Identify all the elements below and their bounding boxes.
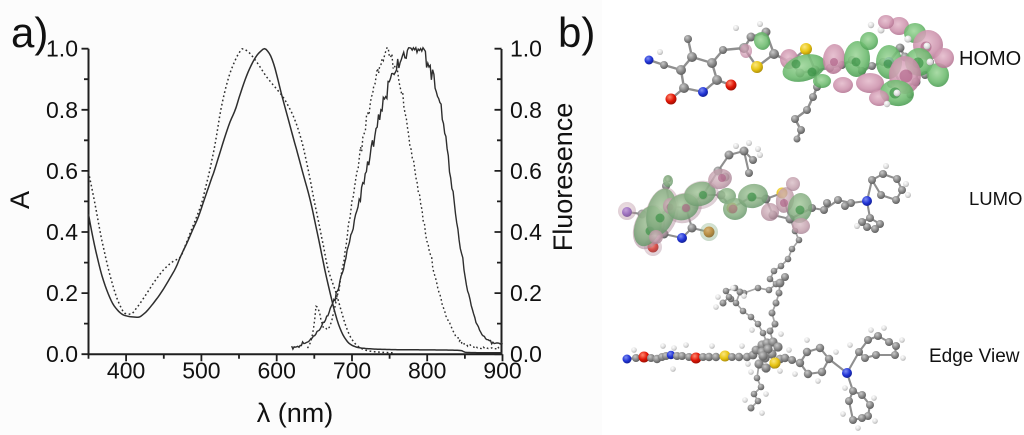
svg-text:500: 500 bbox=[182, 358, 220, 384]
svg-text:0.4: 0.4 bbox=[46, 219, 78, 245]
svg-text:1.0: 1.0 bbox=[46, 36, 78, 62]
svg-text:Fluoresence: Fluoresence bbox=[548, 103, 578, 252]
svg-text:0.8: 0.8 bbox=[510, 97, 542, 123]
svg-text:a): a) bbox=[11, 9, 48, 56]
svg-text:0.2: 0.2 bbox=[510, 280, 542, 306]
svg-text:0.2: 0.2 bbox=[46, 280, 78, 306]
svg-text:HOMO: HOMO bbox=[959, 48, 1021, 70]
svg-text:0.0: 0.0 bbox=[510, 341, 542, 367]
svg-text:700: 700 bbox=[333, 358, 371, 384]
svg-text:800: 800 bbox=[408, 358, 446, 384]
svg-text:0.0: 0.0 bbox=[46, 341, 78, 367]
svg-text:A: A bbox=[5, 191, 35, 209]
svg-text:900: 900 bbox=[483, 358, 521, 384]
svg-text:LUMO: LUMO bbox=[969, 188, 1022, 209]
svg-text:600: 600 bbox=[258, 358, 296, 384]
svg-text:400: 400 bbox=[107, 358, 145, 384]
svg-text:Edge View: Edge View bbox=[929, 346, 1020, 367]
svg-text:0.6: 0.6 bbox=[46, 158, 78, 184]
svg-text:b): b) bbox=[558, 9, 595, 56]
svg-text:0.6: 0.6 bbox=[510, 158, 542, 184]
svg-text:0.4: 0.4 bbox=[510, 219, 542, 245]
svg-text:0.8: 0.8 bbox=[46, 97, 78, 123]
svg-text:1.0: 1.0 bbox=[510, 36, 542, 62]
svg-text:λ (nm): λ (nm) bbox=[257, 398, 334, 428]
